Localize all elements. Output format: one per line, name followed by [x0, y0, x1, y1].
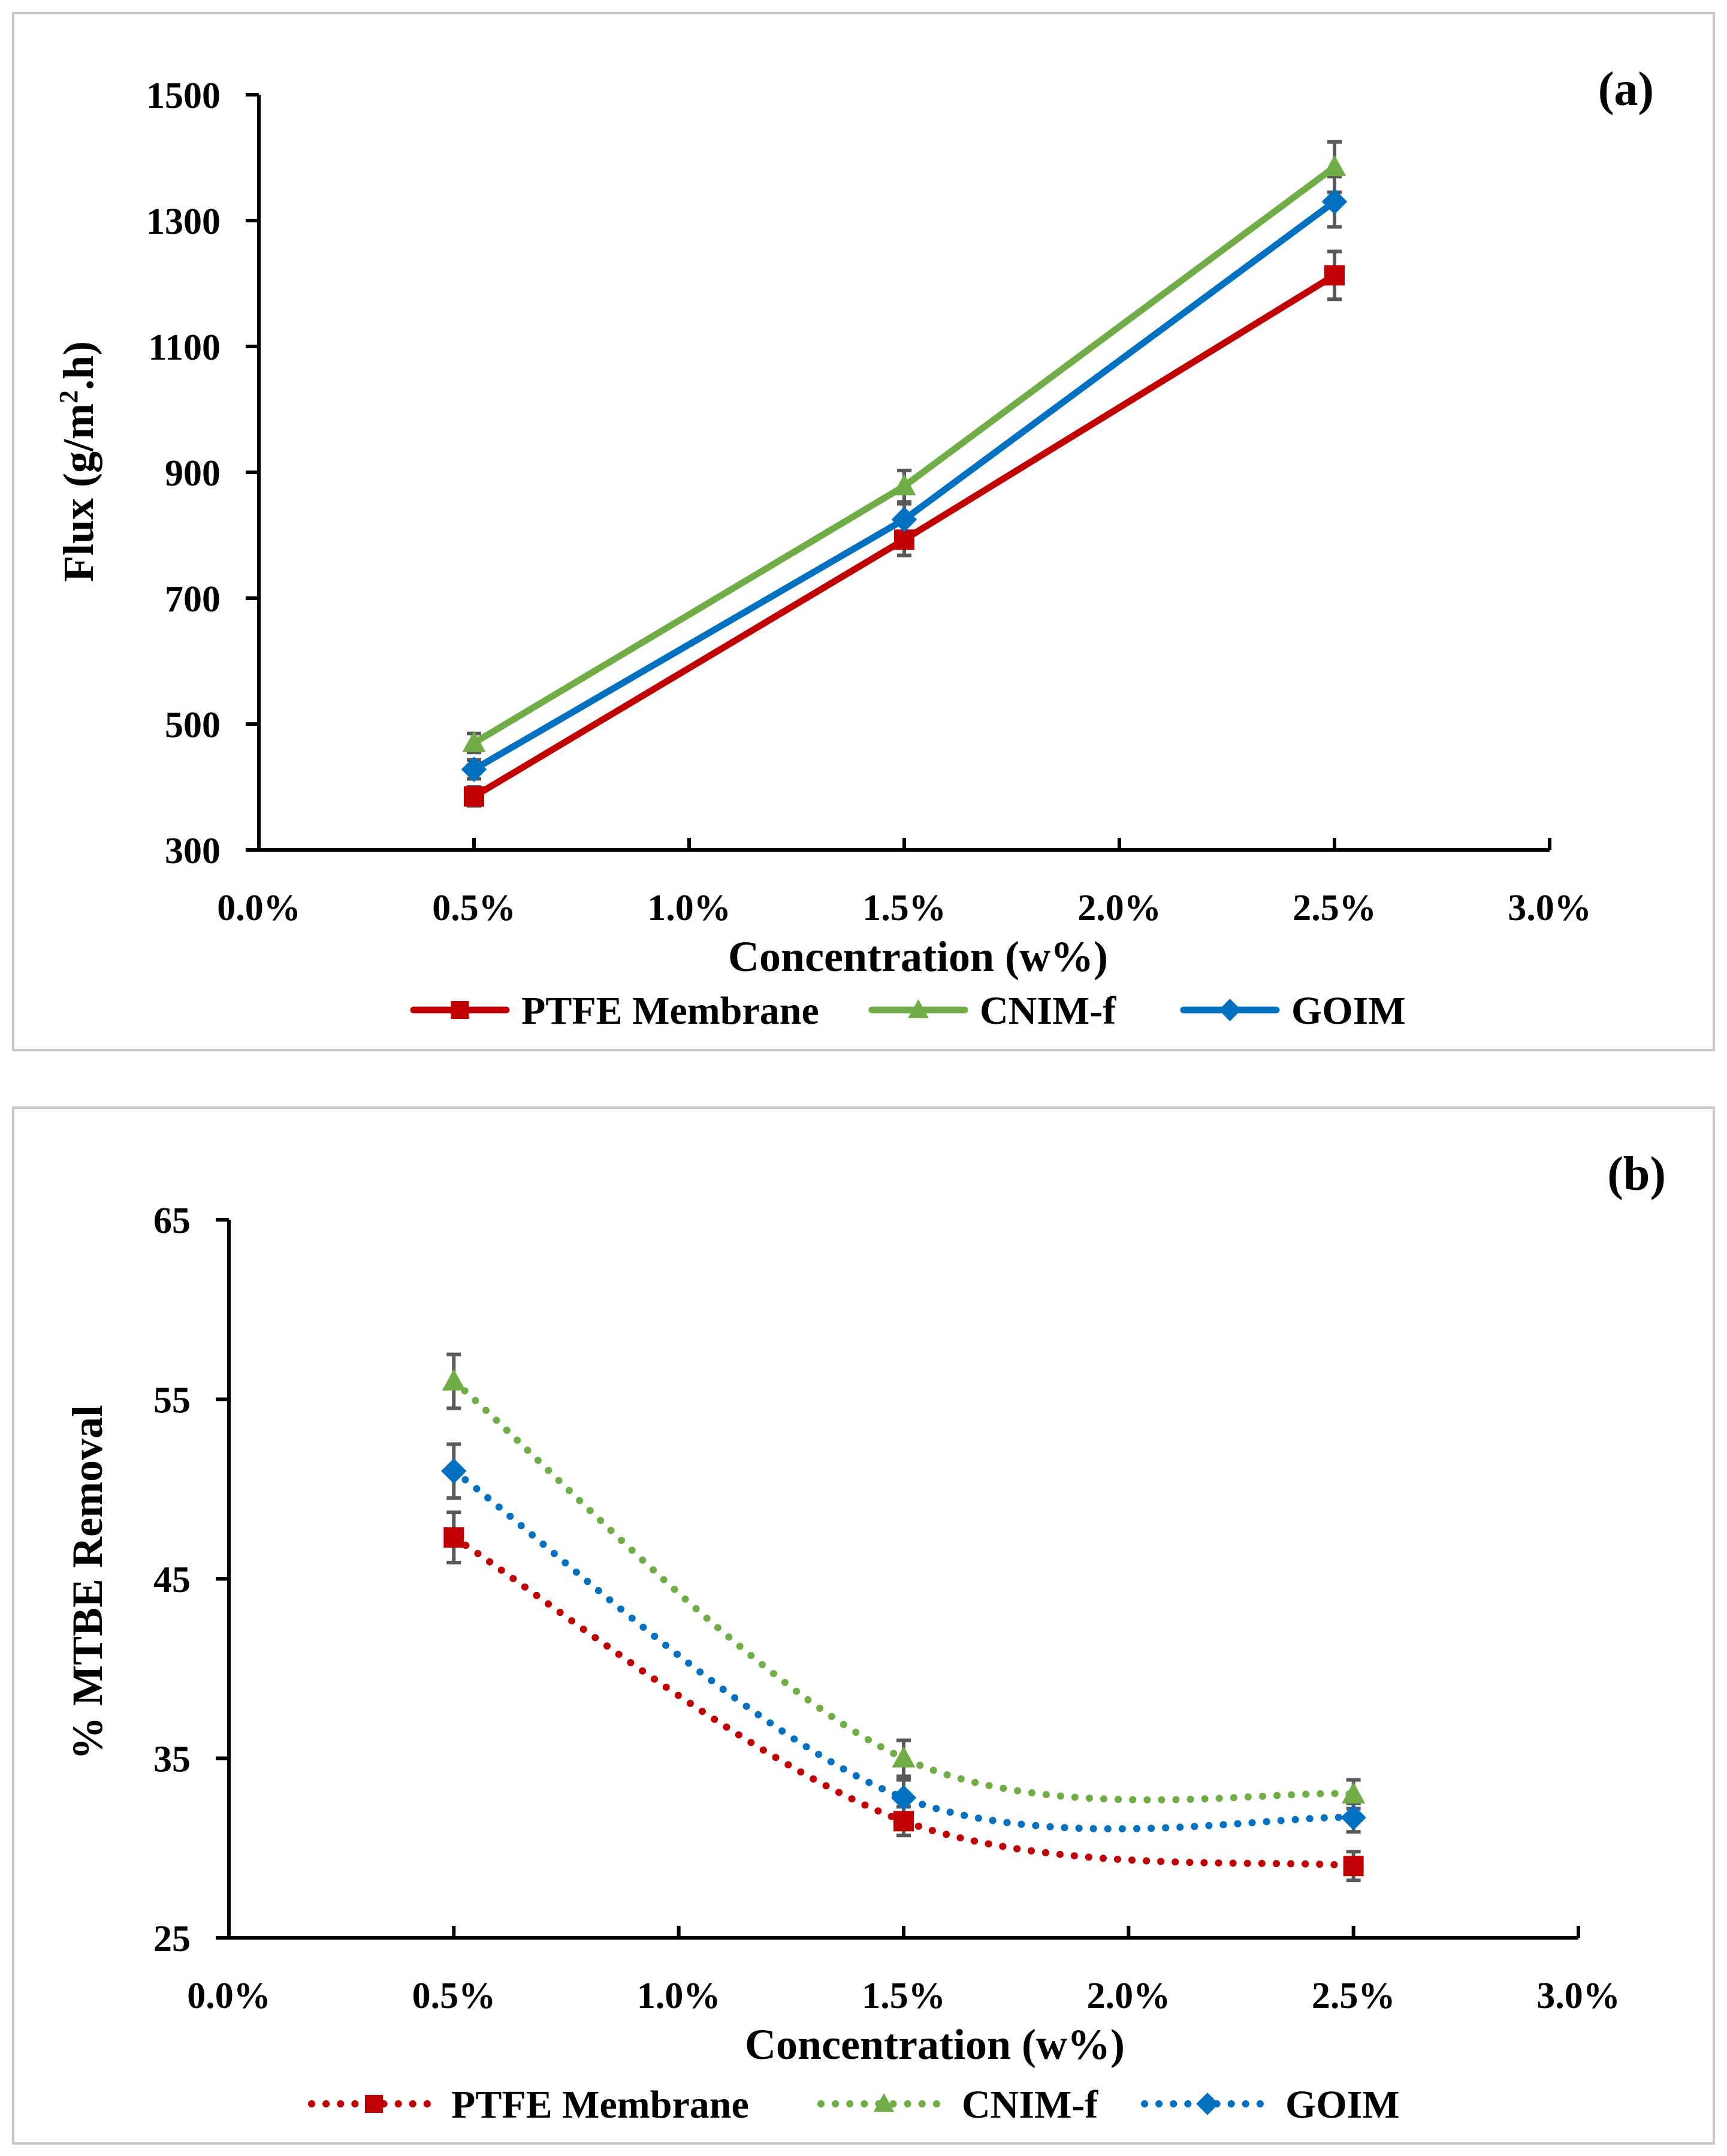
x-tick-label: 2.5%: [1293, 888, 1376, 928]
data-point-cnim-f: [892, 1746, 916, 1768]
x-tick-label: 3.0%: [1508, 888, 1592, 928]
legend-label-ptfe-membrane: PTFE Membrane: [451, 2083, 749, 2127]
legend-item-goim: GOIM: [1180, 989, 1406, 1033]
x-tick-label: 2.5%: [1312, 1976, 1396, 2016]
data-point-goim: [1340, 1805, 1366, 1831]
legend-item-goim: GOIM: [1141, 2083, 1400, 2127]
data-point-cnim-f: [1323, 155, 1346, 177]
data-point-goim: [461, 756, 487, 782]
y-tick-label: 500: [165, 705, 221, 746]
panel-b-x-ticks: 0.0% 0.5% 1.0% 1.5% 2.0% 2.5% 3.0%: [187, 1926, 1620, 2016]
y-tick-label: 700: [165, 579, 221, 620]
data-point-cnim-f: [1342, 1782, 1366, 1804]
data-point-ptfe-membrane: [894, 529, 914, 550]
panel-a-series: [461, 140, 1348, 808]
panel-a-x-ticks: 0.0% 0.5% 1.0% 1.5% 2.0% 2.5% 3.0%: [217, 838, 1592, 928]
legend-marker-goim: [1218, 999, 1242, 1021]
x-tick-label: 1.5%: [862, 888, 946, 928]
data-point-ptfe-membrane: [443, 1527, 464, 1548]
series-line-cnim-f: [450, 1377, 1357, 1804]
legend-item-cnim-f: CNIM-f: [817, 2083, 1098, 2127]
legend-marker-goim: [1196, 2092, 1219, 2115]
panel-a-y-axis-label: Flux (g/m2.h): [54, 341, 102, 582]
panel-b-y-ticks: 25 35 45 55 65: [153, 1201, 229, 1959]
data-point-cnim-f: [462, 731, 486, 752]
legend-label-goim: GOIM: [1291, 989, 1406, 1033]
panel-a-flux-chart: (a) 300 500 700 900 1100 1300 1500 0.0% 0.5% 1.0…: [12, 12, 1715, 1051]
panel-a-x-axis-label: Concentration (w%): [728, 933, 1108, 981]
data-point-goim: [891, 506, 917, 532]
legend-item-ptfe-membrane: PTFE Membrane: [410, 989, 819, 1033]
data-point-goim: [441, 1458, 467, 1484]
legend-marker-cnim-f: [873, 2093, 895, 2112]
data-point-goim: [890, 1785, 917, 1811]
panel-a-y-ticks: 300 500 700 900 1100 1300 1500: [146, 76, 259, 872]
y-tick-label: 300: [165, 831, 221, 872]
legend-label-ptfe-membrane: PTFE Membrane: [521, 989, 819, 1033]
legend-item-ptfe-membrane: PTFE Membrane: [308, 2083, 749, 2127]
legend-label-goim: GOIM: [1285, 2083, 1400, 2127]
panel-a-frame: [12, 12, 1715, 1051]
panel-b-legend: PTFE Membrane CNIM-f GOIM: [308, 2083, 1400, 2127]
data-point-goim: [1321, 189, 1348, 215]
x-tick-label: 0.0%: [217, 888, 301, 928]
y-tick-label: 1500: [146, 76, 221, 116]
panel-b-label: (b): [1607, 1148, 1666, 1201]
x-tick-label: 1.5%: [862, 1976, 946, 2016]
y-tick-label: 900: [165, 453, 221, 494]
data-point-cnim-f: [442, 1369, 466, 1391]
x-tick-label: 3.0%: [1536, 1976, 1620, 2016]
legend-marker-ptfe-membrane: [365, 2095, 383, 2113]
legend-label-cnim-f: CNIM-f: [962, 2083, 1098, 2127]
x-tick-label: 2.0%: [1077, 888, 1161, 928]
y-tick-label: 65: [153, 1201, 191, 1241]
data-point-ptfe-membrane: [1343, 1856, 1364, 1877]
y-tick-label: 1300: [146, 201, 221, 242]
x-tick-label: 0.5%: [432, 888, 516, 928]
legend-item-cnim-f: CNIM-f: [868, 989, 1116, 1033]
x-tick-label: 1.0%: [647, 888, 731, 928]
y-tick-label: 25: [153, 1919, 191, 1959]
panel-a-legend: PTFE Membrane CNIM-f GOIM: [410, 989, 1406, 1033]
panel-b-x-axis-label: Concentration (w%): [745, 2021, 1125, 2068]
y-tick-label: 35: [153, 1739, 191, 1780]
x-tick-label: 2.0%: [1087, 1976, 1171, 2016]
y-tick-label: 1100: [148, 327, 221, 368]
legend-marker-cnim-f: [908, 999, 929, 1018]
data-point-ptfe-membrane: [893, 1811, 914, 1832]
panel-b-y-axis-label: % MTBE Removal: [64, 1405, 111, 1760]
panel-a-label: (a): [1598, 63, 1654, 116]
x-tick-label: 0.5%: [412, 1976, 496, 2016]
legend-label-cnim-f: CNIM-f: [980, 989, 1116, 1033]
x-tick-label: 1.0%: [637, 1976, 721, 2016]
data-point-ptfe-membrane: [1324, 265, 1345, 286]
x-tick-label: 0.0%: [187, 1976, 271, 2016]
panel-b-frame: [12, 1106, 1715, 2145]
y-tick-label: 45: [153, 1560, 191, 1600]
data-point-cnim-f: [892, 474, 916, 496]
legend-marker-ptfe-membrane: [451, 1001, 469, 1019]
panel-b-mtbe-removal-chart: (b) 25 35 45 55 65 0.0% 0.5% 1.0% 1.5% 2.0% 2.5% 3…: [12, 1106, 1715, 2145]
panel-b-series: [441, 1352, 1366, 1883]
data-point-ptfe-membrane: [464, 786, 484, 807]
y-tick-label: 55: [153, 1380, 191, 1421]
